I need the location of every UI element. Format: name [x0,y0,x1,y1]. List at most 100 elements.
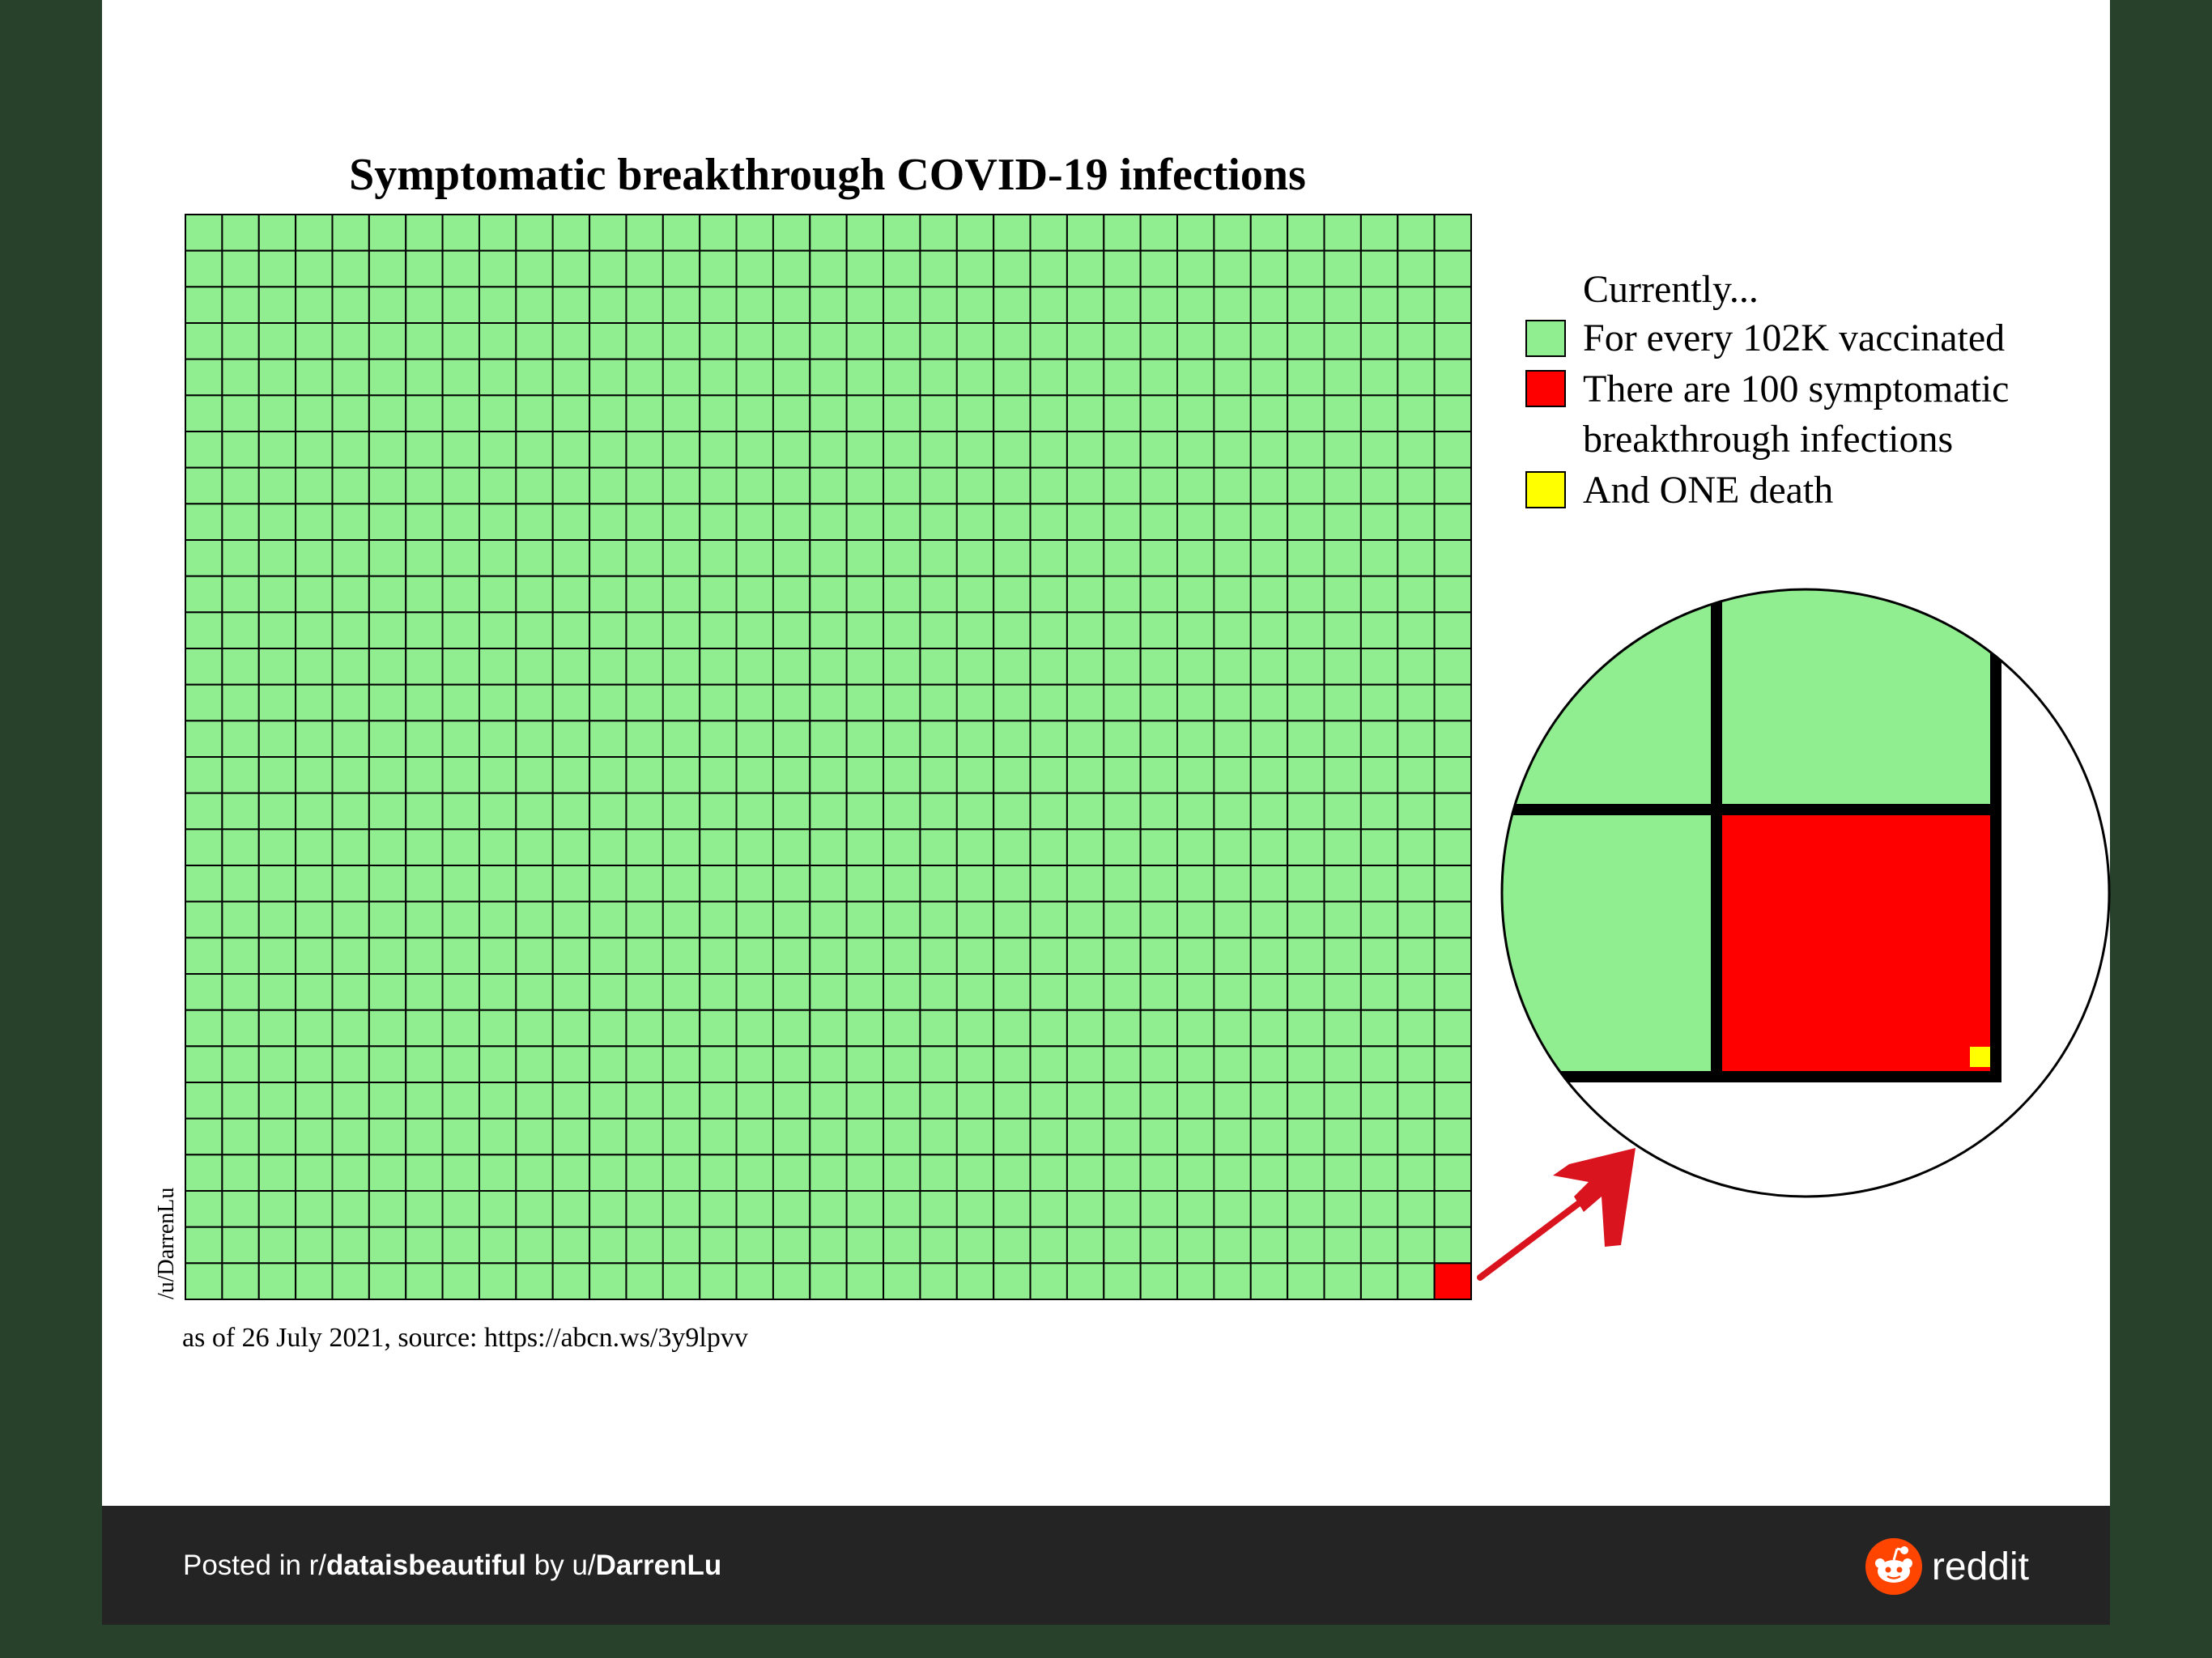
waffle-cell [1249,828,1289,866]
waffle-cell [405,286,444,324]
waffle-cell [331,1117,370,1156]
waffle-cell [331,865,370,903]
waffle-cell [295,1082,334,1120]
waffle-cell [1359,466,1399,505]
waffle-cell [1397,214,1436,252]
waffle-cell [1029,756,1068,794]
waffle-cell [1103,792,1142,831]
waffle-cell [441,322,480,360]
waffle-cell [1213,1045,1252,1083]
waffle-cell [993,286,1032,324]
waffle-cell [735,648,774,686]
waffle-cell [1103,1226,1142,1265]
waffle-cell [295,973,334,1011]
waffle-cell [625,503,664,542]
user-link[interactable]: DarrenLu [595,1550,722,1581]
waffle-cell [185,1226,223,1265]
waffle-cell [1213,720,1252,759]
waffle-cell [368,358,407,397]
waffle-cell [257,214,297,252]
waffle-cell [772,828,811,866]
waffle-cell [993,756,1032,794]
waffle-cell [515,648,554,686]
waffle-cell [1249,1154,1289,1192]
waffle-cell [1029,358,1068,397]
waffle-cell [1029,720,1068,759]
waffle-cell [883,431,921,469]
waffle-cell [1287,720,1325,759]
waffle-cell [1066,394,1105,432]
waffle-cell [1029,249,1068,288]
waffle-cell [185,466,223,505]
waffle-cell [661,249,701,288]
waffle-cell [1397,575,1436,614]
waffle-cell [368,466,407,505]
waffle-cell [295,503,334,542]
waffle-cell [441,358,480,397]
waffle-cell [735,431,774,469]
waffle-cell [589,865,627,903]
waffle-cell [1176,394,1215,432]
waffle-cell [809,575,848,614]
waffle-cell [551,322,591,360]
waffle-cell [368,756,407,794]
waffle-cell [625,1226,664,1265]
waffle-cell [221,1045,260,1083]
waffle-cell [368,648,407,686]
waffle-cell [478,249,517,288]
waffle-cell [331,503,370,542]
waffle-cell [295,394,334,432]
waffle-cell [1397,286,1436,324]
waffle-cell [625,1082,664,1120]
waffle-cell [955,648,995,686]
waffle-cell [772,900,811,939]
waffle-cell [919,214,958,252]
waffle-cell [735,1262,774,1300]
waffle-cell [405,720,444,759]
waffle-cell [478,611,517,650]
legend-swatch-death [1525,471,1566,508]
waffle-cell [699,1226,738,1265]
waffle-cell [1103,322,1142,360]
waffle-cell [1397,973,1436,1011]
waffle-cell [405,865,444,903]
waffle-cell [441,286,480,324]
waffle-cell [883,1226,921,1265]
waffle-cell [1287,1262,1325,1300]
waffle-cell [1397,358,1436,397]
waffle-cell [1397,466,1436,505]
waffle-cell [993,720,1032,759]
waffle-cell [1103,1045,1142,1083]
waffle-cell [589,937,627,975]
waffle-cell [1103,286,1142,324]
waffle-cell [1176,1190,1215,1228]
waffle-cell [809,1262,848,1300]
waffle-cell [809,1009,848,1048]
waffle-cell [515,1045,554,1083]
waffle-cell [919,1117,958,1156]
waffle-cell [405,431,444,469]
waffle-cell [1323,720,1362,759]
waffle-cell [1433,322,1473,360]
waffle-cell [919,900,958,939]
waffle-cell [368,683,407,722]
waffle-cell [295,466,334,505]
waffle-cell [661,466,701,505]
subreddit-link[interactable]: dataisbeautiful [326,1550,527,1581]
waffle-cell [185,720,223,759]
waffle-cell [735,865,774,903]
waffle-cell [405,1045,444,1083]
waffle-cell [1029,431,1068,469]
waffle-cell [845,466,885,505]
waffle-cell [1029,1082,1068,1120]
waffle-cell [883,828,921,866]
waffle-cell [368,1045,407,1083]
reddit-logo[interactable]: reddit [1865,1538,2029,1595]
waffle-cell [1433,249,1473,288]
waffle-cell [551,503,591,542]
waffle-cell [1176,720,1215,759]
waffle-cell [405,648,444,686]
waffle-cell [1323,900,1362,939]
waffle-cell [883,792,921,831]
waffle-cell [515,756,554,794]
